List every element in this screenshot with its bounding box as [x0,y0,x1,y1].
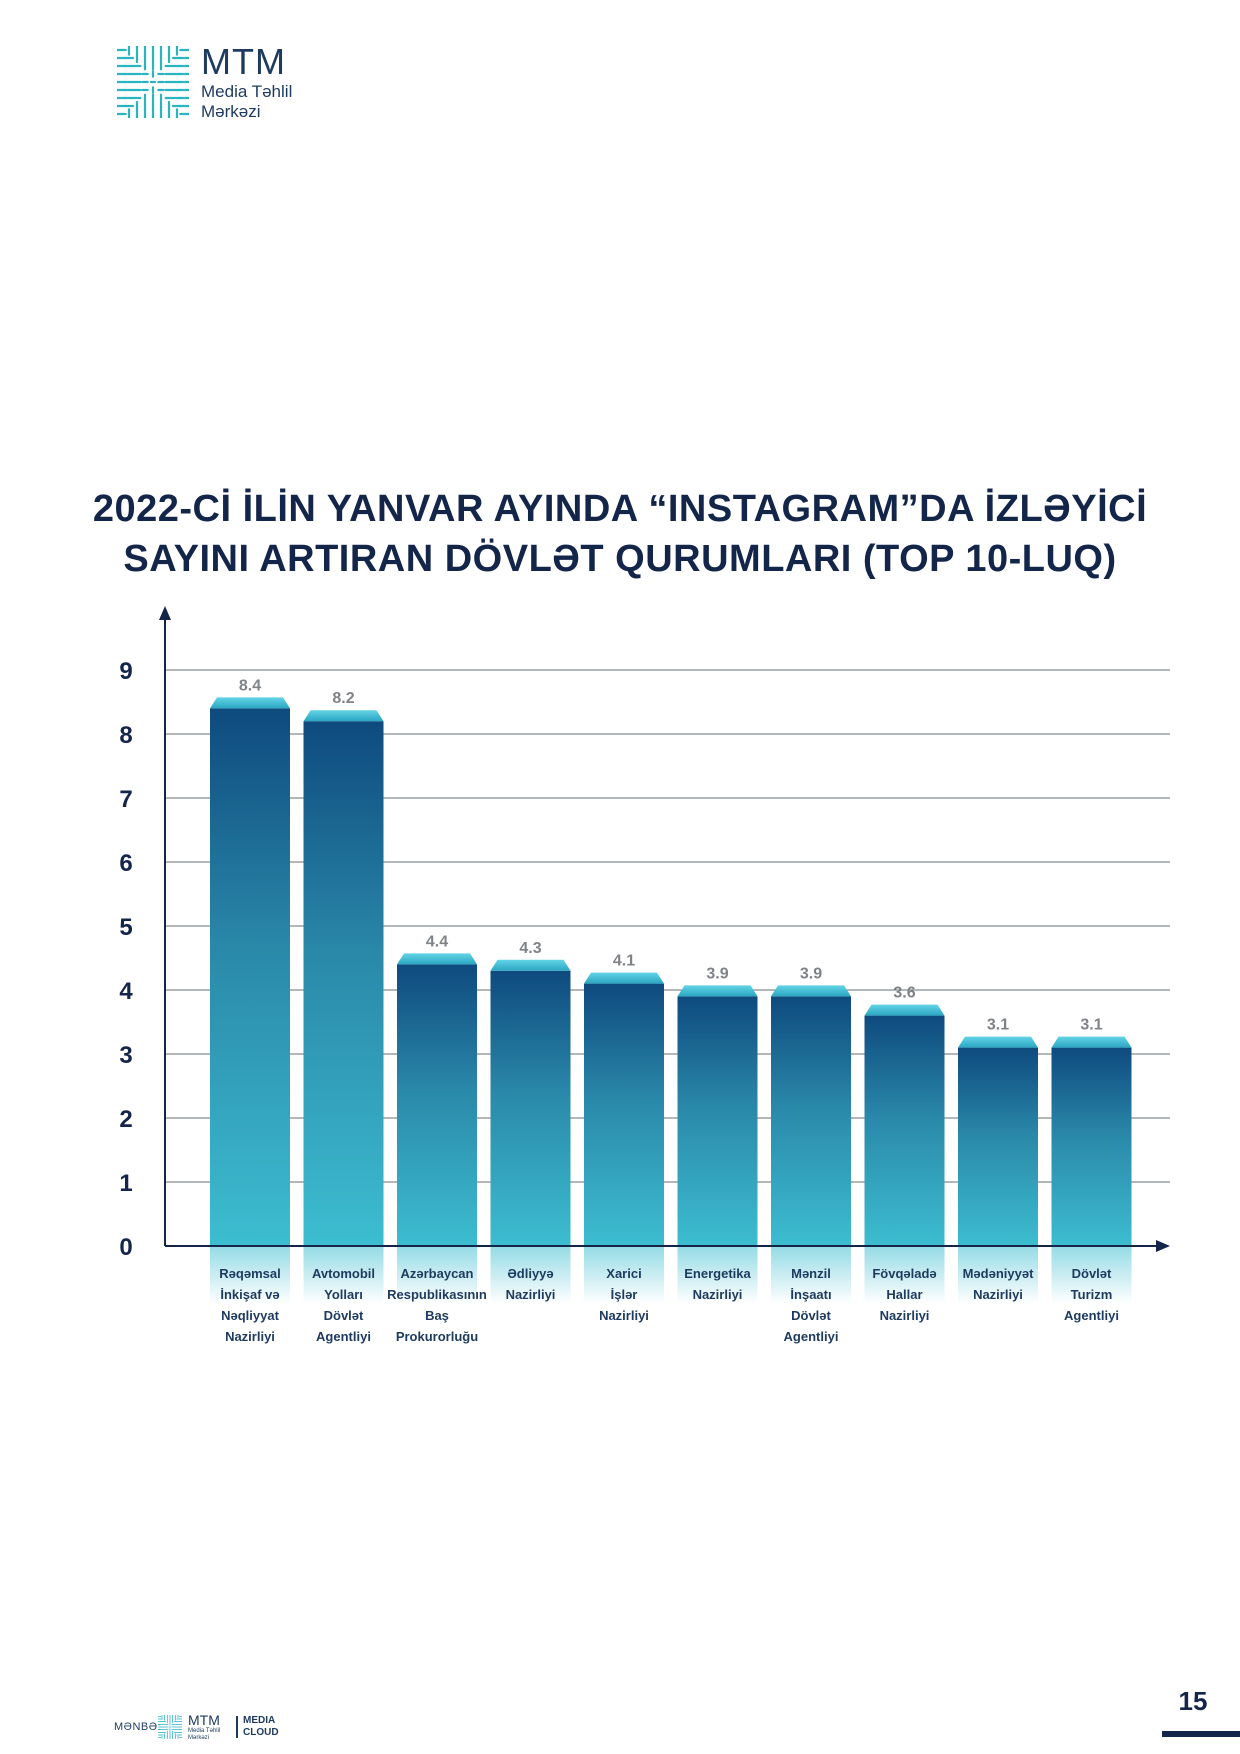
value-label: 8.2 [332,690,354,707]
x-category-label: Azərbaycan Respublikasının Baş Prokurorluğu [387,1266,487,1344]
bar [677,996,758,1246]
x-category-label: Dövlət Turizm Agentliyi [1064,1266,1119,1323]
bar-cap [303,710,384,722]
chart-title-line1: 2022-Cİ İLİN YANVAR AYINDA “INSTAGRAM”DA… [92,488,1148,530]
y-tick-label: 1 [119,1170,132,1197]
chart-title: 2022-Cİ İLİN YANVAR AYINDA “INSTAGRAM”DA… [90,484,1150,584]
logo-line2: Mərkəzi [201,102,261,121]
x-category-label: Mənzil İnşaatı Dövlət Agentliyi [784,1266,839,1344]
y-tick-label: 6 [119,850,132,877]
y-tick-label: 7 [119,786,132,813]
logo-abbr: MTM [201,41,286,82]
bar-cap [771,985,851,997]
value-label: 3.9 [706,965,728,982]
value-label: 4.1 [613,953,635,970]
bar [1051,1047,1132,1246]
x-category-labels: Rəqəmsal İnkişaf və Nəqliyyat Nazirliyi Avto… [219,1266,1119,1344]
bar-reflection [303,1246,384,1304]
y-tick-label: 8 [119,722,132,749]
bar-cap [958,1036,1038,1048]
bar-reflection [771,1246,851,1304]
bars [210,697,1132,1246]
x-category-label: Ədliyyə Nazirliyi [506,1266,556,1302]
bar-reflection [864,1246,945,1304]
y-tick-label: 5 [119,914,132,941]
bar-reflection [490,1246,571,1304]
bar [771,996,851,1246]
footer-divider [236,1716,238,1738]
bar-cap [584,972,664,984]
x-category-label: Rəqəmsal İnkişaf və Nəqliyyat Nazirliyi [219,1266,280,1344]
bar [303,721,384,1246]
logo-line1: Media Təhlil [201,82,293,101]
bar-reflection [397,1246,477,1304]
value-labels: 8.4 8.2 4.4 4.3 4.1 3.9 3.9 3.6 3.1 3.1 [239,677,1103,1033]
x-category-label: Energetika Nazirliyi [684,1266,751,1302]
bar-cap [1051,1036,1132,1048]
x-category-label: Xarici İşlər Nazirliyi [599,1266,649,1323]
bar-cap [677,985,758,997]
bar-reflections [210,1246,1132,1304]
bar-cap [397,953,477,965]
y-tick-labels: 0 1 2 3 4 5 6 7 8 9 [119,658,133,1261]
x-category-label: Avtomobil Yolları Dövlət Agentliyi [312,1266,375,1344]
page-number: 15 [1178,1686,1208,1716]
bar [490,970,571,1246]
page-number-bar [1162,1731,1240,1737]
bar-reflection [584,1246,664,1304]
bar [584,983,664,1246]
logo-text: MTM Media Təhlil Mərkəzi [201,41,293,121]
y-tick-label: 0 [119,1234,132,1261]
mtm-grid-logo-icon [117,46,189,118]
y-axis-arrow [159,606,171,620]
x-axis-arrow [1156,1240,1170,1252]
bar-reflection [677,1246,758,1304]
media-cloud-label: MEDIA CLOUD [243,1715,279,1738]
value-label: 3.1 [987,1017,1009,1034]
bar-reflection [1051,1246,1132,1304]
source-label: MƏNBƏ: [114,1721,162,1733]
y-tick-label: 9 [119,658,132,685]
y-tick-label: 4 [119,978,133,1005]
footer-abbr: MTM [188,1712,220,1728]
bar-reflection [210,1246,290,1304]
value-label: 8.4 [239,677,261,694]
bar-cap [210,697,290,709]
bar-chart: 0 1 2 3 4 5 6 7 8 9 8.4 8.2 4.4 4.3 4.1 3.9 3.9 3.6 3.1 3.… [119,606,1170,1344]
y-tick-label: 2 [119,1106,132,1133]
footer-sub: Media Təhlil Mərkəzi [188,1728,221,1741]
bar [958,1047,1038,1246]
value-label: 3.9 [800,965,822,982]
y-tick-label: 3 [119,1042,132,1069]
bar [397,964,477,1246]
x-category-label: Mədəniyyət Nazirliyi [963,1266,1034,1302]
bar [864,1015,945,1246]
bar-cap [490,959,571,971]
value-label: 3.6 [893,985,915,1002]
value-label: 3.1 [1080,1017,1102,1034]
bar [210,708,290,1246]
bar-reflection [958,1246,1038,1304]
bar-cap [864,1004,945,1016]
mtm-mini-logo-icon [158,1715,182,1739]
chart-title-line2: SAYINI ARTIRAN DÖVLƏT QURUMLARI (TOP 10-… [123,538,1117,580]
value-label: 4.4 [426,933,448,950]
x-category-label: Fövqəladə Hallar Nazirliyi [872,1266,936,1323]
axes [159,606,1170,1252]
mtm-logo: MTM Media Təhlil Mərkəzi [117,44,327,120]
value-label: 4.3 [519,940,541,957]
